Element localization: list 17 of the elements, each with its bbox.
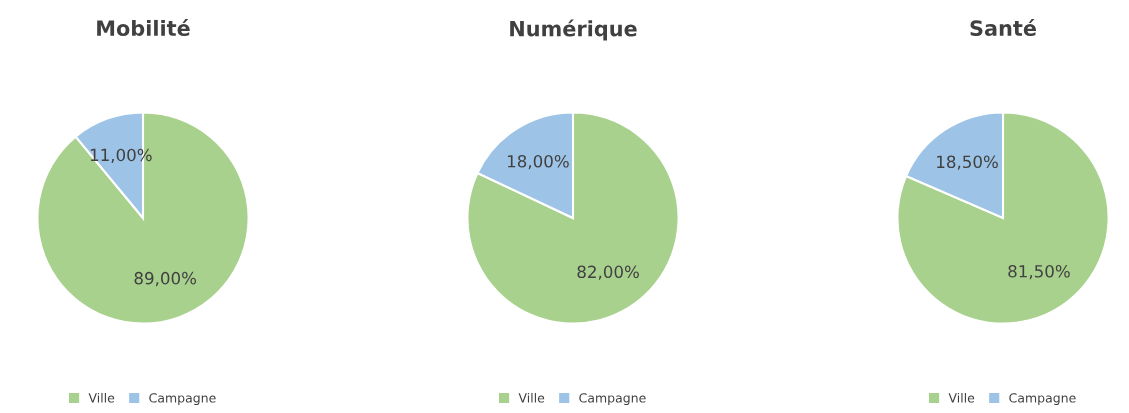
legend-label: Campagne	[149, 393, 216, 406]
data-label: 18,00%	[507, 154, 569, 170]
legend-label: Campagne	[579, 393, 646, 406]
data-label: 81,50%	[1008, 264, 1070, 280]
legend-label: Ville	[948, 392, 975, 403]
legend-label: Campagne	[1009, 393, 1076, 406]
pie-slice	[36, 111, 250, 325]
pie-slice	[896, 111, 1110, 325]
chart-title: Mobilité	[97, 19, 190, 37]
legend-label: Ville	[518, 392, 545, 403]
chart-title: Santé	[970, 19, 1036, 37]
data-label: 82,00%	[577, 265, 639, 280]
pie-slice	[466, 111, 680, 325]
chart-title: Numérique	[510, 19, 637, 41]
data-label: 89,00%	[134, 271, 197, 287]
legend-label: Ville	[88, 392, 115, 403]
data-label: 18,50%	[937, 155, 998, 170]
